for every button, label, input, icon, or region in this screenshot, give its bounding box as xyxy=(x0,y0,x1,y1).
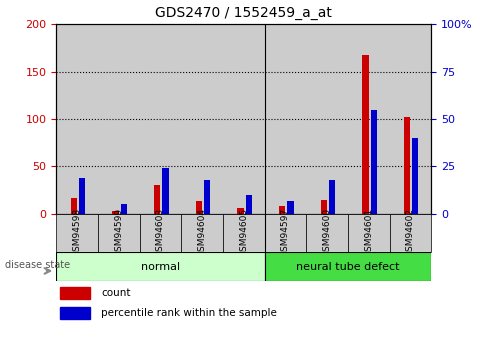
Text: GSM94602: GSM94602 xyxy=(406,208,415,257)
FancyBboxPatch shape xyxy=(56,214,98,252)
Text: GSM94598: GSM94598 xyxy=(73,208,82,257)
Text: GSM94600: GSM94600 xyxy=(322,208,332,257)
FancyBboxPatch shape xyxy=(265,214,306,252)
Bar xyxy=(279,206,285,214)
Bar xyxy=(404,117,410,214)
FancyBboxPatch shape xyxy=(98,214,140,252)
Bar xyxy=(79,178,85,214)
FancyBboxPatch shape xyxy=(140,214,181,252)
Bar xyxy=(329,180,335,214)
Bar xyxy=(245,195,252,214)
Bar xyxy=(265,24,306,214)
Bar xyxy=(140,24,181,214)
Text: GSM94601: GSM94601 xyxy=(364,208,373,257)
Text: GSM94605: GSM94605 xyxy=(239,208,248,257)
FancyBboxPatch shape xyxy=(348,214,390,252)
Text: normal: normal xyxy=(141,262,180,272)
Bar xyxy=(121,204,127,214)
Bar xyxy=(112,211,119,214)
Bar xyxy=(154,186,160,214)
Bar xyxy=(60,287,90,299)
Bar xyxy=(162,168,169,214)
Bar xyxy=(98,24,140,214)
Text: neural tube defect: neural tube defect xyxy=(296,262,400,272)
Bar xyxy=(204,180,210,214)
Bar xyxy=(223,24,265,214)
Bar xyxy=(362,55,368,214)
Bar xyxy=(348,24,390,214)
Text: percentile rank within the sample: percentile rank within the sample xyxy=(101,308,277,318)
Title: GDS2470 / 1552459_a_at: GDS2470 / 1552459_a_at xyxy=(155,6,332,20)
Text: GSM94599: GSM94599 xyxy=(114,208,123,257)
FancyBboxPatch shape xyxy=(56,252,265,281)
Bar xyxy=(370,109,377,214)
Text: disease state: disease state xyxy=(5,260,70,270)
FancyBboxPatch shape xyxy=(265,252,431,281)
FancyBboxPatch shape xyxy=(223,214,265,252)
Text: GSM94603: GSM94603 xyxy=(156,208,165,257)
FancyBboxPatch shape xyxy=(390,214,431,252)
FancyBboxPatch shape xyxy=(306,214,348,252)
FancyBboxPatch shape xyxy=(181,214,223,252)
Bar xyxy=(196,201,202,214)
Bar xyxy=(306,24,348,214)
Bar xyxy=(390,24,431,214)
Bar xyxy=(412,138,418,214)
Bar xyxy=(56,24,98,214)
Bar xyxy=(320,200,327,214)
Bar xyxy=(287,201,294,214)
Text: GSM94597: GSM94597 xyxy=(281,208,290,257)
Bar xyxy=(60,307,90,319)
Bar xyxy=(181,24,223,214)
Bar xyxy=(71,198,77,214)
Text: GSM94604: GSM94604 xyxy=(197,208,207,257)
Bar xyxy=(237,208,244,214)
Text: count: count xyxy=(101,288,131,298)
